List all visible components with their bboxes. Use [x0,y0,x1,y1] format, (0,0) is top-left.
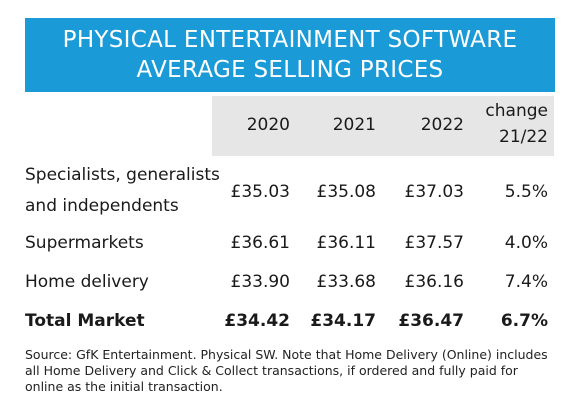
cell-supermarkets-2021: £36.11 [316,233,376,253]
row-label-specialists-line2: and independents [25,196,179,216]
source-note: Source: GfK Entertainment. Physical SW. … [25,347,548,394]
column-header-change: change [485,101,548,121]
title-line-2: AVERAGE SELLING PRICES [136,57,444,83]
cell-total-change: 6.7% [500,311,548,331]
table-title-banner: PHYSICAL ENTERTAINMENT SOFTWARE AVERAGE … [25,18,555,92]
cell-specialists-change: 5.5% [504,182,548,202]
row-label-supermarkets: Supermarkets [25,233,144,253]
cell-total-2020: £34.42 [224,311,290,331]
cell-home-delivery-2021: £33.68 [316,272,376,292]
cell-specialists-2020: £35.03 [230,182,290,202]
cell-specialists-2021: £35.08 [316,182,376,202]
title-line-1: PHYSICAL ENTERTAINMENT SOFTWARE [62,27,518,53]
cell-total-2022: £36.47 [398,311,464,331]
cell-home-delivery-change: 7.4% [504,272,548,292]
cell-supermarkets-2022: £37.57 [404,233,464,253]
column-header-band [212,96,554,156]
column-header-2021: 2021 [332,115,376,135]
cell-supermarkets-2020: £36.61 [230,233,290,253]
cell-specialists-2022: £37.03 [404,182,464,202]
column-header-2022: 2022 [420,115,464,135]
row-label-specialists-line1: Specialists, generalists [25,165,220,185]
cell-home-delivery-2020: £33.90 [230,272,290,292]
row-label-total-market: Total Market [25,311,145,331]
column-header-change-period: 21/22 [499,127,548,147]
cell-total-2021: £34.17 [310,311,376,331]
cell-supermarkets-change: 4.0% [504,233,548,253]
row-label-home-delivery: Home delivery [25,272,149,292]
cell-home-delivery-2022: £36.16 [404,272,464,292]
column-header-2020: 2020 [246,115,290,135]
